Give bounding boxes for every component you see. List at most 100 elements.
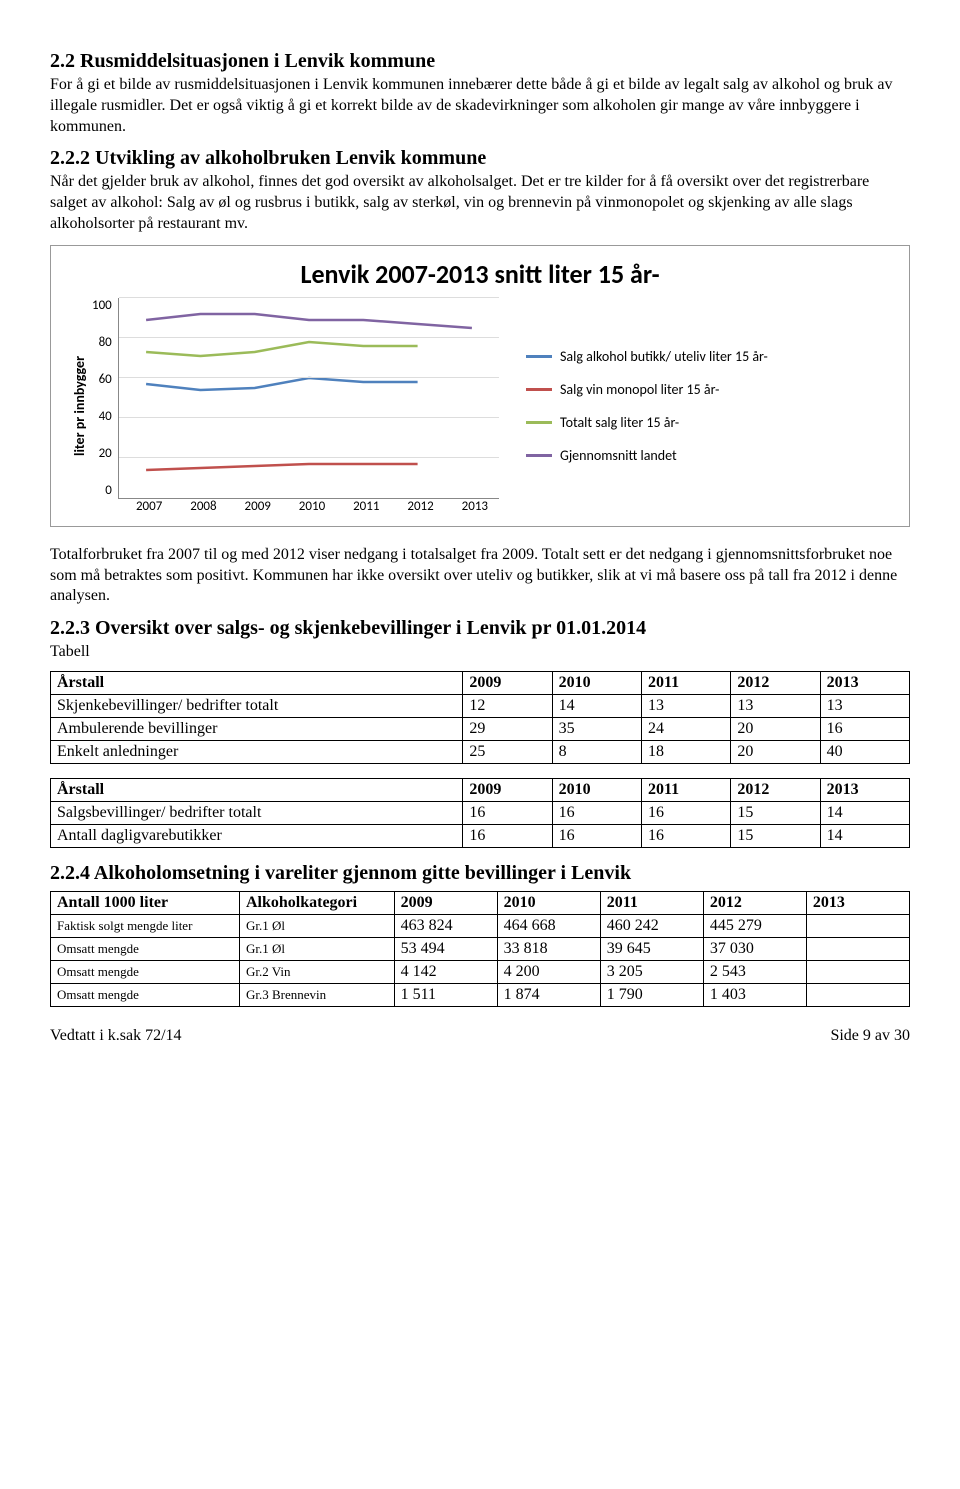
table-cell: Gr.2 Vin: [239, 960, 394, 983]
chart-series-line: [146, 314, 472, 328]
table-cell: 1 511: [394, 983, 497, 1006]
table-cell: 445 279: [703, 914, 806, 937]
table-cell: 16: [641, 801, 730, 824]
y-tick: 20: [92, 446, 112, 461]
table-row: Faktisk solgt mengde literGr.1 Øl463 824…: [51, 914, 910, 937]
y-tick: 40: [92, 409, 112, 424]
para-after-chart: Totalforbruket fra 2007 til og med 2012 …: [50, 545, 910, 607]
table-cell: 3 205: [600, 960, 703, 983]
legend-swatch: [526, 454, 552, 457]
chart-title: Lenvik 2007-2013 snitt liter 15 år-: [67, 258, 893, 290]
table-cell: 1 790: [600, 983, 703, 1006]
table-row: Salgsbevillinger/ bedrifter totalt161616…: [51, 801, 910, 824]
table-cell: 18: [641, 740, 730, 763]
table-cell: 14: [820, 801, 909, 824]
table-cell: Enkelt anledninger: [51, 740, 463, 763]
table-cell: 15: [731, 824, 820, 847]
y-tick: 80: [92, 335, 112, 350]
table-cell: 39 645: [600, 937, 703, 960]
table-cell: 12: [463, 694, 552, 717]
table-cell: [806, 983, 909, 1006]
table-row: Omsatt mengdeGr.2 Vin4 1424 2003 2052 54…: [51, 960, 910, 983]
table-cell: 24: [641, 717, 730, 740]
legend-label: Gjennomsnitt landet: [560, 447, 677, 464]
table-header-cell: 2009: [463, 778, 552, 801]
section-2-2-2-heading: 2.2.2 Utvikling av alkoholbruken Lenvik …: [50, 147, 910, 170]
legend-item: Salg alkohol butikk/ uteliv liter 15 år-: [526, 348, 893, 365]
table-cell: 16: [820, 717, 909, 740]
table-row: Enkelt anledninger258182040: [51, 740, 910, 763]
table-cell: Gr.3 Brennevin: [239, 983, 394, 1006]
table-row: Antall dagligvarebutikker1616161514: [51, 824, 910, 847]
table-header-cell: 2009: [394, 891, 497, 914]
table-alkoholomsetning: Antall 1000 literAlkoholkategori20092010…: [50, 891, 910, 1007]
table-cell: 13: [641, 694, 730, 717]
table-cell: [806, 960, 909, 983]
x-tick: 2007: [122, 499, 176, 514]
y-tick: 0: [92, 483, 112, 498]
line-chart: Lenvik 2007-2013 snitt liter 15 år- lite…: [50, 245, 910, 527]
table-header-cell: 2009: [463, 671, 552, 694]
legend-item: Salg vin monopol liter 15 år-: [526, 381, 893, 398]
x-tick: 2011: [339, 499, 393, 514]
table-header-cell: Årstall: [51, 671, 463, 694]
table-cell: Faktisk solgt mengde liter: [51, 914, 240, 937]
table-cell: 4 142: [394, 960, 497, 983]
table-header-cell: 2011: [641, 778, 730, 801]
table-cell: 14: [820, 824, 909, 847]
legend-label: Totalt salg liter 15 år-: [560, 414, 679, 431]
legend-label: Salg alkohol butikk/ uteliv liter 15 år-: [560, 348, 768, 365]
tabell-label: Tabell: [50, 642, 910, 663]
table-cell: 1 403: [703, 983, 806, 1006]
section-2-2-para: For å gi et bilde av rusmiddelsituasjone…: [50, 75, 910, 137]
table-cell: 4 200: [497, 960, 600, 983]
table-cell: [806, 914, 909, 937]
table-cell: 16: [463, 801, 552, 824]
table-cell: 460 242: [600, 914, 703, 937]
legend-swatch: [526, 388, 552, 391]
plot-area: [118, 298, 499, 499]
table-header-cell: 2012: [703, 891, 806, 914]
table-cell: 20: [731, 740, 820, 763]
table-cell: 13: [731, 694, 820, 717]
table-cell: 13: [820, 694, 909, 717]
table-cell: Omsatt mengde: [51, 937, 240, 960]
table-header-cell: 2013: [806, 891, 909, 914]
table-cell: 25: [463, 740, 552, 763]
table-header-cell: 2012: [731, 671, 820, 694]
legend-item: Gjennomsnitt landet: [526, 447, 893, 464]
x-tick: 2013: [448, 499, 502, 514]
table-row: Omsatt mengdeGr.1 Øl53 49433 81839 64537…: [51, 937, 910, 960]
table-cell: 29: [463, 717, 552, 740]
section-2-2-heading: 2.2 Rusmiddelsituasjonen i Lenvik kommun…: [50, 50, 910, 73]
table-cell: Skjenkebevillinger/ bedrifter totalt: [51, 694, 463, 717]
table-header-cell: 2010: [552, 778, 641, 801]
table-cell: 1 874: [497, 983, 600, 1006]
table-cell: Antall dagligvarebutikker: [51, 824, 463, 847]
table-cell: [806, 937, 909, 960]
table-cell: Ambulerende bevillinger: [51, 717, 463, 740]
legend: Salg alkohol butikk/ uteliv liter 15 år-…: [502, 298, 893, 514]
table-cell: Salgsbevillinger/ bedrifter totalt: [51, 801, 463, 824]
y-tick: 60: [92, 372, 112, 387]
table-skjenkebevillinger: Årstall20092010201120122013Skjenkebevill…: [50, 671, 910, 764]
table-header-cell: Alkoholkategori: [239, 891, 394, 914]
legend-swatch: [526, 421, 552, 424]
chart-series-line: [146, 342, 418, 356]
legend-swatch: [526, 355, 552, 358]
table-header-cell: 2010: [552, 671, 641, 694]
table-header-cell: 2011: [600, 891, 703, 914]
table-cell: 16: [552, 801, 641, 824]
table-header-cell: Årstall: [51, 778, 463, 801]
table-header-cell: Antall 1000 liter: [51, 891, 240, 914]
section-2-2-2-para: Når det gjelder bruk av alkohol, finnes …: [50, 172, 910, 234]
table-cell: 16: [463, 824, 552, 847]
y-ticks: 020406080100: [92, 298, 118, 498]
table-cell: Omsatt mengde: [51, 983, 240, 1006]
chart-series-line: [146, 378, 418, 390]
table-header-cell: 2010: [497, 891, 600, 914]
page-footer: Vedtatt i k.sak 72/14 Side 9 av 30: [50, 1027, 910, 1045]
table-cell: 40: [820, 740, 909, 763]
y-axis-label: liter pr innbygger: [67, 298, 92, 514]
table-cell: Omsatt mengde: [51, 960, 240, 983]
